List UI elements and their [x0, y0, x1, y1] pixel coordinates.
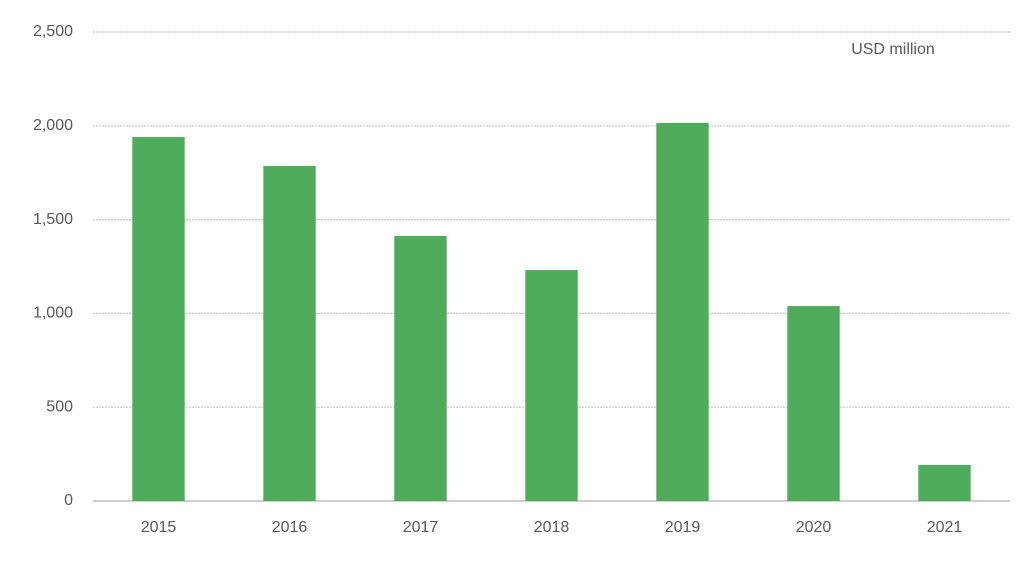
x-tick-label: 2020 — [796, 519, 832, 536]
bar — [394, 235, 447, 501]
bar — [263, 165, 316, 501]
y-tick-label: 2,500 — [33, 23, 73, 40]
x-tick-label: 2019 — [665, 519, 701, 536]
unit-annotation: USD million — [851, 41, 935, 58]
x-tick-label: 2021 — [927, 519, 963, 536]
bar — [656, 122, 709, 502]
y-tick-label: 2,000 — [33, 117, 73, 134]
x-tick-label: 2016 — [272, 519, 308, 536]
y-tick-label: 1,500 — [33, 211, 73, 228]
y-tick-label: 1,000 — [33, 305, 73, 322]
y-tick-label: 0 — [64, 492, 73, 509]
x-tick-label: 2015 — [141, 519, 177, 536]
bar — [918, 464, 971, 501]
bar — [525, 270, 578, 501]
bar — [132, 137, 185, 501]
x-tick-label: 2017 — [403, 519, 439, 536]
y-tick-label: 500 — [46, 398, 73, 415]
bar — [787, 306, 840, 501]
x-tick-label: 2018 — [534, 519, 570, 536]
